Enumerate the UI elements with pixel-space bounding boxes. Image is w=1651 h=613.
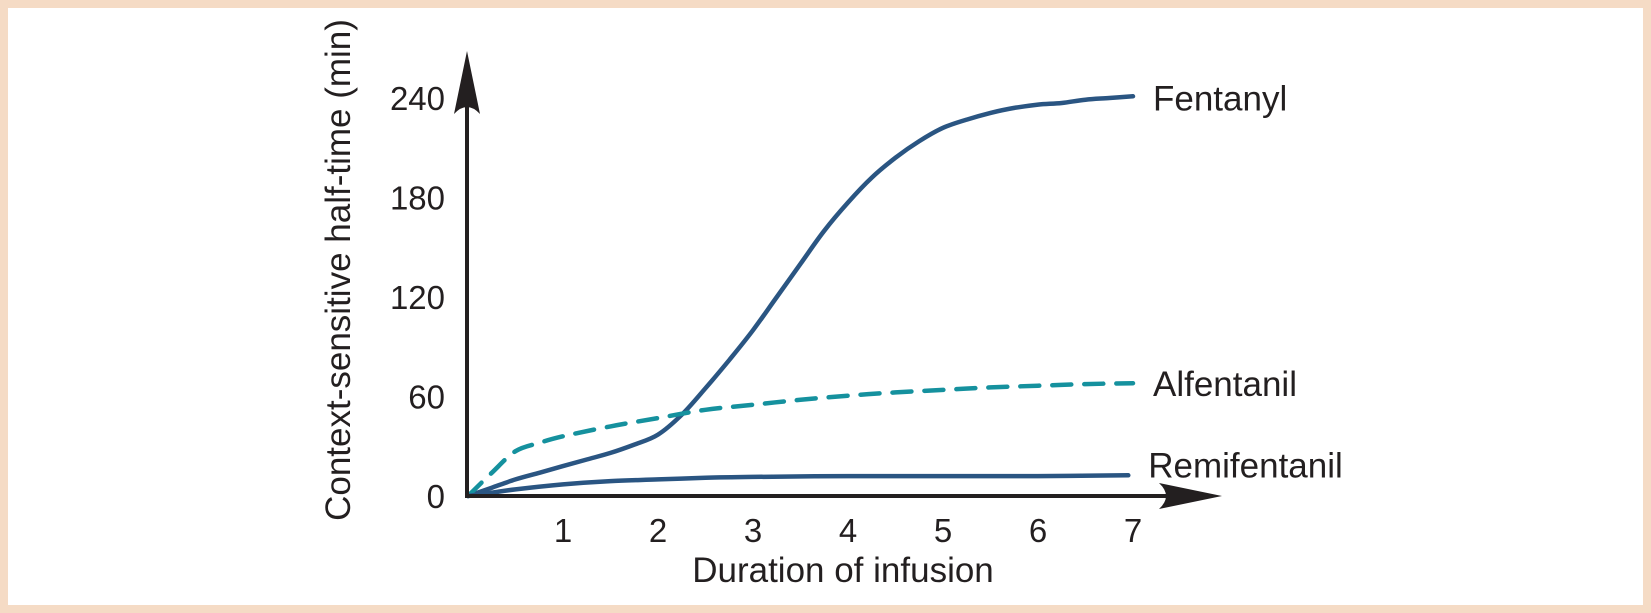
y-axis-arrowhead-icon bbox=[454, 51, 480, 114]
series-line-remifentanil bbox=[465, 473, 1131, 499]
series-label-alfentanil: Alfentanil bbox=[1153, 365, 1297, 404]
series-line-alfentanil bbox=[465, 380, 1136, 499]
x-tick-label-7: 7 bbox=[1124, 512, 1142, 549]
series-label-remifentanil: Remifentanil bbox=[1148, 446, 1343, 485]
chart-canvas: 1 2 3 4 5 6 7 0 60 120 180 240 Duration of infusion… bbox=[319, 19, 1343, 590]
x-tick-label-5: 5 bbox=[934, 512, 952, 549]
y-tick-label-120: 120 bbox=[390, 279, 445, 316]
y-axis-title: Context-sensitive half-time (min) bbox=[319, 19, 358, 521]
series-line-fentanyl bbox=[465, 94, 1136, 499]
curves-group bbox=[465, 94, 1136, 499]
axes-group bbox=[454, 51, 1222, 509]
x-axis-title: Duration of infusion bbox=[692, 551, 994, 590]
x-tick-label-3: 3 bbox=[744, 512, 762, 549]
series-labels-group: Fentanyl Alfentanil Remifentanil bbox=[1148, 79, 1343, 485]
y-tick-label-0: 0 bbox=[427, 478, 445, 515]
x-tick-label-4: 4 bbox=[839, 512, 857, 549]
y-tick-label-240: 240 bbox=[390, 80, 445, 117]
x-axis-arrowhead-icon bbox=[1159, 483, 1222, 509]
y-tick-label-60: 60 bbox=[408, 379, 445, 416]
x-tick-label-6: 6 bbox=[1029, 512, 1047, 549]
x-tick-label-1: 1 bbox=[554, 512, 572, 549]
x-tick-label-2: 2 bbox=[649, 512, 667, 549]
series-label-fentanyl: Fentanyl bbox=[1153, 79, 1287, 118]
y-tick-label-180: 180 bbox=[390, 180, 445, 217]
ticks-group: 1 2 3 4 5 6 7 0 60 120 180 240 bbox=[390, 80, 1142, 549]
